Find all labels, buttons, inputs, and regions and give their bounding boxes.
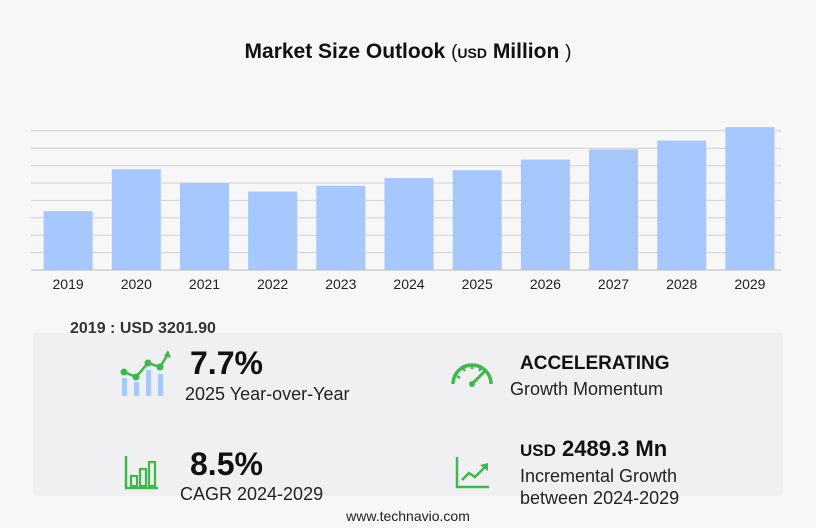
yoy-label: 2025 Year-over-Year [185,384,350,404]
x-tick-label-2025: 2025 [462,276,493,292]
x-tick-label-2020: 2020 [121,276,152,292]
title-unit-prefix: USD [457,45,487,61]
bar-2021 [180,182,229,270]
bar-2026 [520,159,570,270]
stats-panel [33,333,783,496]
chart-title: Market Size Outlook (USD Million ) [0,40,816,64]
incremental-prefix: USD [520,441,556,460]
bar-2020 [111,169,161,270]
baseline-value: 2019 : USD 3201.90 [70,320,216,337]
x-tick-label-2021: 2021 [189,276,220,292]
incremental-label-1: Incremental Growth [520,466,678,486]
bar-2027 [589,149,638,270]
cagr-label: CAGR 2024-2029 [180,484,324,504]
bar-2024 [384,178,434,270]
x-tick-label-2019: 2019 [53,276,84,292]
footer-url: www.technavio.com [346,508,470,524]
bar-2025 [452,170,502,270]
x-tick-label-2026: 2026 [530,276,561,292]
bar-2023 [316,185,366,270]
yoy-value: 7.7% [190,345,263,381]
bar-2022 [248,191,298,270]
x-tick-label-2023: 2023 [325,276,356,292]
momentum-label: Growth Momentum [510,379,664,399]
bar-2019 [43,211,93,270]
bar-chart-icon [124,456,158,490]
x-tick-label-2029: 2029 [734,276,765,292]
x-tick-label-2027: 2027 [598,276,629,292]
momentum-value: ACCELERATING [520,353,670,374]
x-tick-label-2028: 2028 [666,276,697,292]
bar-chart: 2019 2020 2021 2022 2023 2024 2025 2026 2027 2028… [31,127,781,292]
incremental-value-line: USD 2489.3 Mn [520,436,667,462]
incremental-label-2: between 2024-2029 [520,488,680,508]
cagr-value: 8.5% [190,446,263,482]
speedometer-icon [451,363,493,387]
trend-up-icon [455,457,489,489]
title-main: Market Size Outlook [244,40,446,63]
bar-2029 [725,127,775,270]
incremental-value: 2489.3 Mn [562,436,668,461]
x-tick-label-2024: 2024 [393,276,424,292]
title-open-paren: ( [451,42,458,63]
title-unit: Million [492,40,560,63]
title-close-paren: ) [565,42,572,63]
bar-2028 [657,140,707,270]
x-tick-label-2022: 2022 [257,276,288,292]
growth-chart-icon [120,350,171,396]
